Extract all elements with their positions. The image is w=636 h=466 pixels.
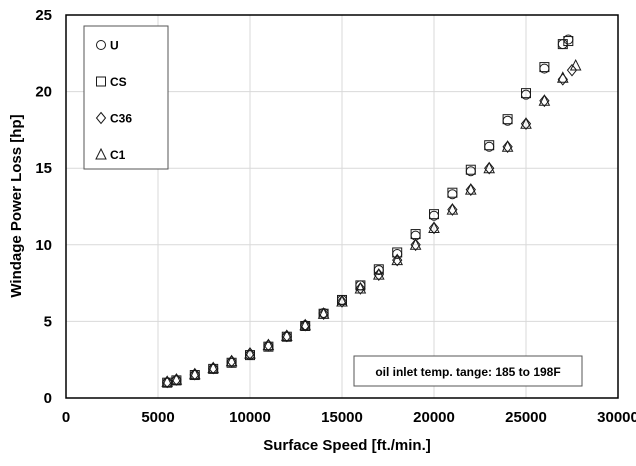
data-point-c1 [262,338,275,351]
data-point-c1 [483,161,496,174]
series-c1 [161,58,582,387]
data-point-c1 [207,361,220,374]
data-point-c36 [566,63,578,77]
annotation-border [353,355,583,387]
data-point-c1 [244,346,256,359]
legend-label-cs: CS [110,75,127,89]
data-point-c36 [263,338,274,352]
data-point-c36 [520,117,532,131]
y-axis-title: Windage Power Loss [hp] [8,114,25,297]
data-point-c36 [226,354,237,368]
data-point-c1 [280,329,293,341]
data-point-cs [484,140,495,151]
data-point-c1 [501,140,514,152]
data-point-c36 [189,367,200,381]
data-point-cs [539,62,550,73]
legend-marker-c1-triangle-icon [95,147,107,160]
tick-labels: 0 5000 10000 15000 20000 25000 30000 0 5 10 15 20 25 [35,7,636,426]
x-axis-title: Surface Speed [ft./min.] [263,437,431,454]
y-tick-label: 20 [35,84,52,101]
data-point-c36 [539,94,550,108]
annotation-box: oil inlet temp. tange: 185 to 198F [353,355,583,387]
annotation-text: oil inlet temp. tange: 185 to 198F [375,365,560,379]
legend-marker-u-circle-icon [96,40,106,50]
data-point-c1 [520,117,532,129]
data-point-c36 [502,140,513,154]
data-point-c36 [355,282,366,295]
legend-label-c36: C36 [110,112,132,126]
data-point-c1 [225,354,238,367]
data-point-c36 [162,375,173,389]
data-point-cs [465,164,476,175]
data-point-c1 [188,367,201,380]
data-point-cs [392,247,403,258]
data-point-c1 [556,71,569,83]
data-point-c1 [354,281,367,294]
data-point-cs [557,39,568,50]
data-point-c36 [336,295,348,308]
data-point-c1 [299,318,312,331]
series-u [162,34,574,388]
data-point-c36 [410,238,421,252]
plot-area-border [65,14,619,399]
data-point-cs [447,187,458,198]
data-point-cs [521,88,531,99]
data-point-c36 [171,373,182,386]
data-point-c1 [391,253,404,266]
legend: U CS C36 C1 [83,25,169,170]
legend-label-u: U [110,39,119,53]
x-tick-label: 20000 [413,409,455,426]
data-point-c1 [161,375,174,387]
data-point-c36 [208,361,219,375]
data-point-c36 [373,268,384,281]
data-point-cs [429,209,439,220]
data-point-c36 [392,253,403,267]
x-tick-label: 0 [62,409,70,426]
y-tick-label: 0 [44,390,52,407]
data-point-c1 [372,268,385,280]
x-tick-label: 25000 [505,409,547,426]
data-point-c1 [538,94,551,106]
legend-box [83,25,169,170]
series-cs [162,36,574,388]
gridlines [66,15,618,398]
data-point-c36 [428,221,440,235]
data-point-c36 [300,318,311,332]
data-point-cs [502,114,513,125]
data-point-c36 [281,329,292,343]
x-tick-label: 10000 [229,409,271,426]
legend-label-c1: C1 [110,148,126,162]
data-point-cs [355,280,366,291]
data-point-c1 [409,238,422,250]
x-tick-label: 5000 [141,409,174,426]
legend-marker-cs-square-icon [96,76,106,87]
y-tick-label: 15 [35,160,52,177]
data-point-cs [563,36,574,47]
data-point-c36 [447,203,458,216]
data-point-cs [373,264,384,275]
data-markers [161,34,582,389]
y-tick-label: 25 [35,7,52,24]
data-point-u [557,39,568,50]
data-point-c1 [317,307,330,319]
y-tick-label: 10 [35,237,52,254]
series-c36 [162,63,578,389]
data-point-c1 [446,202,459,215]
y-tick-label: 5 [44,313,52,330]
legend-marker-c36-diamond-icon [95,111,107,125]
data-point-c1 [464,183,477,195]
x-tick-label: 15000 [321,409,363,426]
data-point-c1 [336,294,348,307]
data-point-c1 [428,221,440,233]
data-point-c36 [465,183,476,196]
x-tick-label: 30000 [597,409,636,426]
data-point-c36 [484,161,495,175]
data-point-c1 [170,372,183,385]
data-point-c36 [318,307,329,321]
data-point-c1 [569,58,582,71]
data-point-c36 [244,347,256,360]
